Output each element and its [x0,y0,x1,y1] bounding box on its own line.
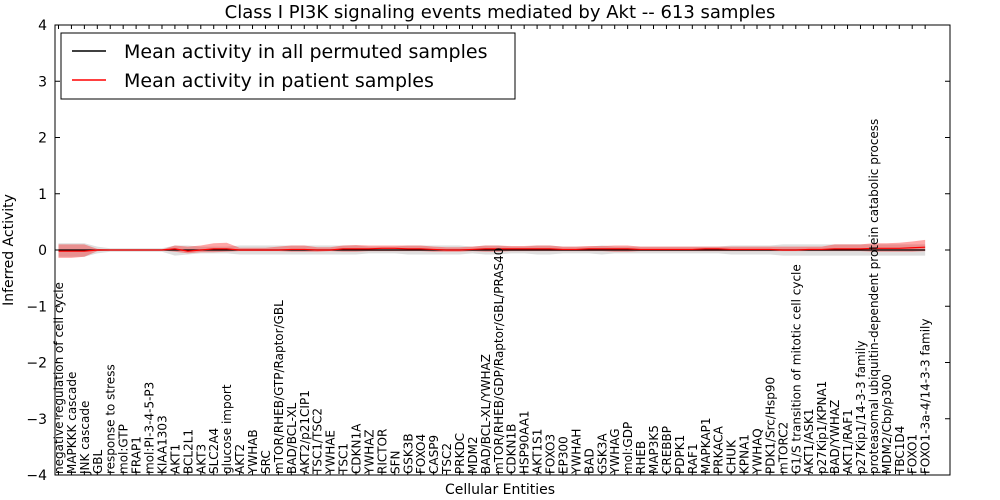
x-tick-label: FOXO4 [414,434,428,474]
x-tick-label: TBC1D4 [893,426,907,475]
y-tick-label: −2 [26,356,47,372]
x-tick-label: FRAP1 [130,436,144,474]
x-tick-label: MAPKAP1 [699,417,713,474]
series-lines [58,246,926,252]
x-tick-label: mol:PI-3-4-5-P3 [143,382,157,474]
y-tick-label: 0 [38,243,47,259]
x-axis: negative regulation of cell cycleMAPKKK … [52,25,933,475]
x-tick-label: negative regulation of cell cycle [52,282,66,474]
x-tick-label: BCL2L1 [181,429,195,474]
y-tick-label: 3 [38,74,47,90]
y-axis: −4 −3 −2 −1 0 1 2 3 4 [26,18,950,484]
y-tick-label: 4 [38,18,47,34]
x-tick-label: proteasomal ubiquitin-dependent protein … [867,119,881,474]
x-tick-label: CHUK [725,439,739,474]
x-tick-label: EP300 [556,436,570,474]
x-tick-label: PRKACA [712,425,726,474]
x-tick-label: CREBBP [660,426,674,474]
x-tick-label: FOXO1 [906,434,920,474]
x-tick-label: FOXO1-3a-4/14-3-3 family [919,319,933,475]
x-tick-label: GSK3B [401,433,415,474]
x-tick-label: BAD/YWHAZ [828,400,842,474]
x-tick-label: YWHAZ [362,429,376,475]
x-tick-label: SRC [259,450,273,474]
legend-box [60,32,516,100]
x-tick-label: MAP3K5 [647,425,661,474]
x-tick-label: p27Kip1/KPNA1 [815,381,829,474]
x-tick-label: RICTOR [375,429,389,474]
x-tick-label: AKT3 [194,444,208,474]
x-tick-label: BAD/BCL-XL/YWHAZ [479,354,493,474]
x-tick-label: TSC1/TSC2 [311,408,325,475]
x-tick-label: AKT1S1 [531,429,545,474]
legend: Mean activity in all permuted samples Me… [60,32,516,100]
legend-label-patient: Mean activity in patient samples [124,70,434,92]
x-tick-label: KPNA1 [738,434,752,474]
y-axis-label: Inferred Activity [1,194,17,306]
chart-title: Class I PI3K signaling events mediated b… [225,2,776,23]
x-tick-label: FOXO3 [544,434,558,474]
x-tick-label: CDKN1B [505,424,519,474]
x-tick-label: MDM2 [466,436,480,474]
x-tick-label: RHEB [634,441,648,474]
x-tick-label: YWHAQ [750,428,764,475]
x-tick-label: BAD/BCL-XL [285,402,299,474]
x-tick-label: CDKN1A [350,423,364,474]
x-tick-label: glucose import [220,384,234,474]
y-tick-label: 2 [38,131,47,147]
y-tick-label: 1 [38,187,47,203]
x-tick-label: p27Kip1/14-3-3 family [854,341,868,474]
y-tick-label: −3 [26,412,47,428]
x-tick-label: MAPKKK cascade [65,372,79,474]
x-tick-label: PDK1/Src/Hsp90 [763,377,777,474]
x-tick-label: YWHAB [246,429,260,475]
x-tick-label: HSP90AA1 [518,410,532,474]
x-tick-label: AKT2 [233,444,247,474]
x-tick-label: MDM2/Cbp/p300 [880,374,894,474]
series-line-patient [58,246,926,252]
x-tick-label: YWHAH [569,429,583,475]
x-tick-label: CASP9 [427,435,441,474]
x-tick-label: SFN [388,451,402,475]
x-tick-label: AKT1/RAF1 [841,409,855,474]
x-tick-label: YWHAG [608,428,622,475]
x-tick-label: GBL [91,449,105,474]
x-tick-label: AKT1/ASK1 [802,409,816,474]
x-tick-label: JNK cascade [78,401,92,475]
x-tick-label: AKT2/p21CIP1 [298,390,312,474]
x-tick-label: mTOR/RHEB/GDP/Raptor/GBL/PRAS40 [492,248,506,474]
x-tick-label: TSC1 [337,443,351,475]
x-tick-label: AKT1 [168,444,182,474]
x-tick-label: PRKDC [453,433,467,474]
x-tick-label: mTORC2 [776,422,790,474]
x-axis-label: Cellular Entities [445,482,555,498]
x-tick-label: KIAA1303 [155,415,169,474]
x-tick-label: RAF1 [686,443,700,474]
x-tick-label: GSK3A [595,433,609,474]
y-tick-label: −1 [26,299,47,315]
x-tick-label: mol:GDP [621,422,635,474]
x-tick-label: YWHAE [324,430,338,475]
x-tick-label: G1/S transition of mitotic cell cycle [789,264,803,474]
x-tick-label: BAD [582,448,596,474]
legend-label-permuted: Mean activity in all permuted samples [124,41,487,63]
x-tick-label: SLC2A4 [207,428,221,474]
x-tick-label: PDPK1 [673,435,687,474]
x-tick-label: mol:GTP [117,424,131,474]
y-tick-label: −4 [26,468,47,484]
x-tick-label: TSC2 [440,443,454,475]
x-tick-label: mTOR/RHEB/GTP/Raptor/GBL [272,300,286,474]
x-tick-label: response to stress [104,364,118,474]
